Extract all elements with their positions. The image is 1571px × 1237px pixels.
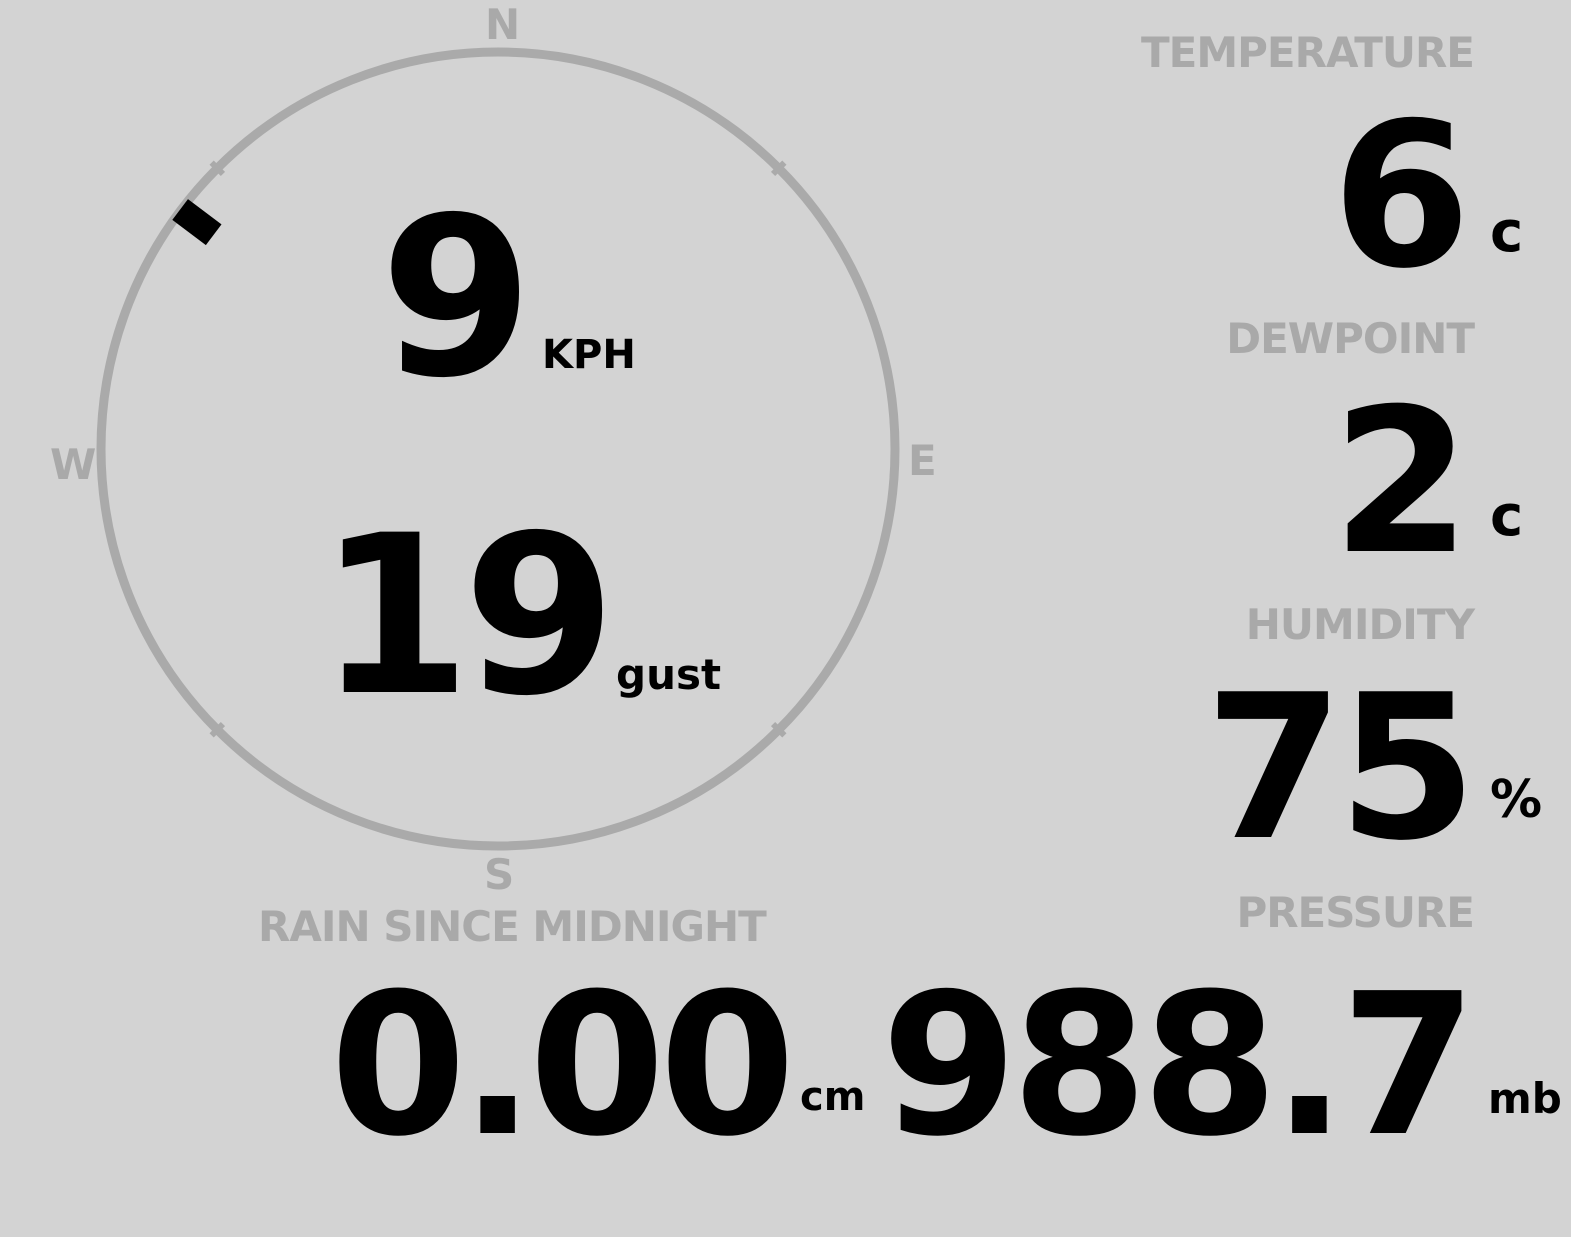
rain-label: RAIN SINCE MIDNIGHT <box>258 902 767 951</box>
compass-west-label: W <box>50 440 97 489</box>
rain-value: 0.00 <box>330 952 796 1180</box>
compass-tick <box>209 721 226 738</box>
compass-tick <box>770 721 787 738</box>
temperature-label: TEMPERATURE <box>1141 28 1475 77</box>
compass-north-label: N <box>485 0 521 49</box>
compass-ticks <box>209 160 787 738</box>
pressure-value: 988.7 <box>881 952 1477 1180</box>
wind-speed-unit: KPH <box>542 332 636 378</box>
dewpoint-unit: c <box>1490 484 1524 549</box>
compass <box>96 47 900 851</box>
compass-south-label: S <box>484 850 515 899</box>
temperature-unit: c <box>1490 200 1524 265</box>
wind-gust-value: 19 <box>318 488 616 744</box>
humidity-label: HUMIDITY <box>1245 600 1475 649</box>
pressure-unit: mb <box>1488 1074 1562 1123</box>
compass-ring <box>96 47 900 851</box>
temperature-value: 6 <box>1331 80 1471 313</box>
rain-unit: cm <box>800 1074 866 1120</box>
dewpoint-label: DEWPOINT <box>1226 314 1475 363</box>
pressure-label: PRESSURE <box>1236 888 1475 937</box>
wind-direction-marker <box>172 199 222 246</box>
compass-east-label: E <box>908 436 937 485</box>
dewpoint-value: 2 <box>1331 366 1471 599</box>
compass-tick <box>770 160 787 177</box>
humidity-unit: % <box>1490 770 1543 830</box>
compass-tick <box>209 160 226 177</box>
humidity-value: 75 <box>1204 652 1477 885</box>
wind-speed-value: 9 <box>380 170 534 426</box>
wind-gust-unit: gust <box>616 650 722 699</box>
